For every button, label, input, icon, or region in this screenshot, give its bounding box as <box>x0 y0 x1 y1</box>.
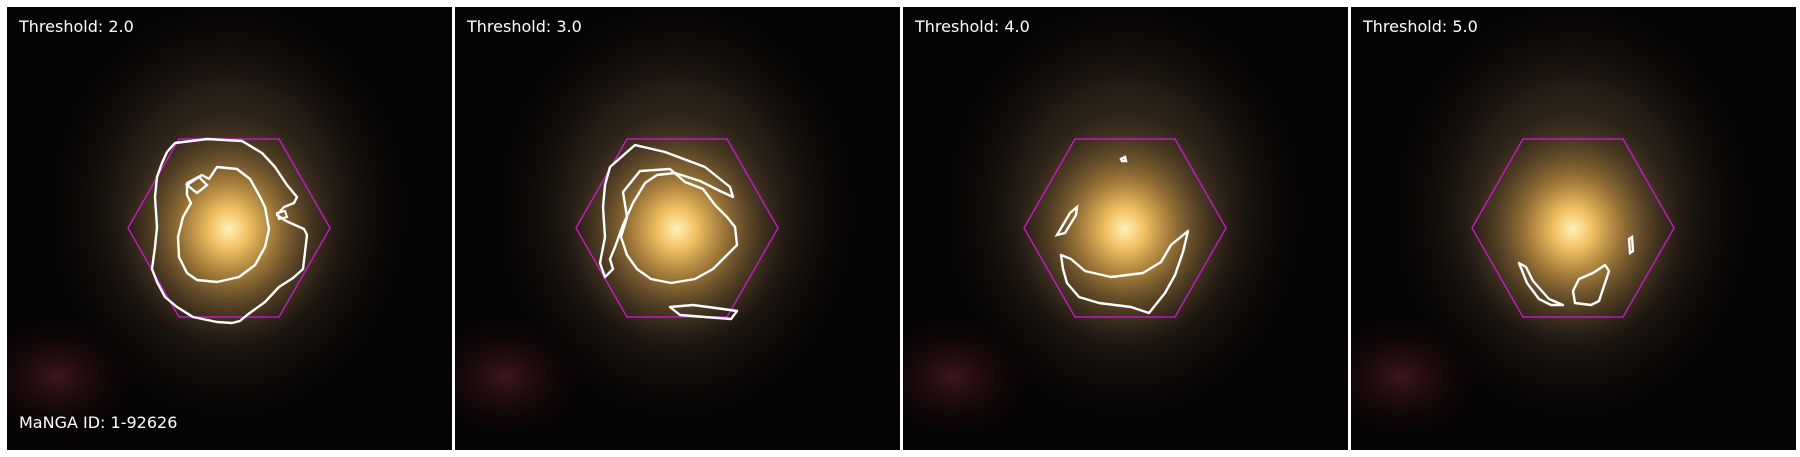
galaxy-panel-threshold-4: Threshold: 4.0 <box>903 7 1348 450</box>
ifu-hexagon <box>575 138 779 318</box>
contour-fragment <box>1571 263 1611 307</box>
galaxy-image <box>455 7 900 450</box>
galaxy-image <box>1351 7 1796 450</box>
contour-top-arc <box>598 143 735 279</box>
threshold-label: Threshold: 5.0 <box>1363 17 1478 36</box>
threshold-label: Threshold: 2.0 <box>19 17 134 36</box>
contour-fragment <box>275 209 289 221</box>
threshold-label: Threshold: 4.0 <box>915 17 1030 36</box>
contour-fragment <box>1517 261 1565 307</box>
threshold-label: Threshold: 3.0 <box>467 17 582 36</box>
galaxy-panel-threshold-5: Threshold: 5.0 <box>1351 7 1796 450</box>
galaxy-panel-threshold-2: Threshold: 2.0 MaNGA ID: 1-92626 <box>7 7 452 450</box>
contour-fragment <box>1054 204 1079 237</box>
ifu-hexagon <box>127 138 331 318</box>
contour-fragment <box>1119 155 1128 163</box>
contour-inner-arc <box>619 167 739 285</box>
contour-fragment <box>1627 234 1635 256</box>
manga-id-label: MaNGA ID: 1-92626 <box>19 413 178 432</box>
contour-outer <box>150 137 309 325</box>
contour-bottom-streak <box>668 303 739 321</box>
ifu-hexagon <box>1023 138 1227 318</box>
ifu-hexagon <box>1471 138 1675 318</box>
galaxy-panel-threshold-3: Threshold: 3.0 <box>455 7 900 450</box>
contour-fragment <box>184 175 209 195</box>
contour-bottom-arc <box>1059 229 1190 315</box>
galaxy-image <box>7 7 452 450</box>
galaxy-image <box>903 7 1348 450</box>
contour-inner <box>176 165 271 284</box>
